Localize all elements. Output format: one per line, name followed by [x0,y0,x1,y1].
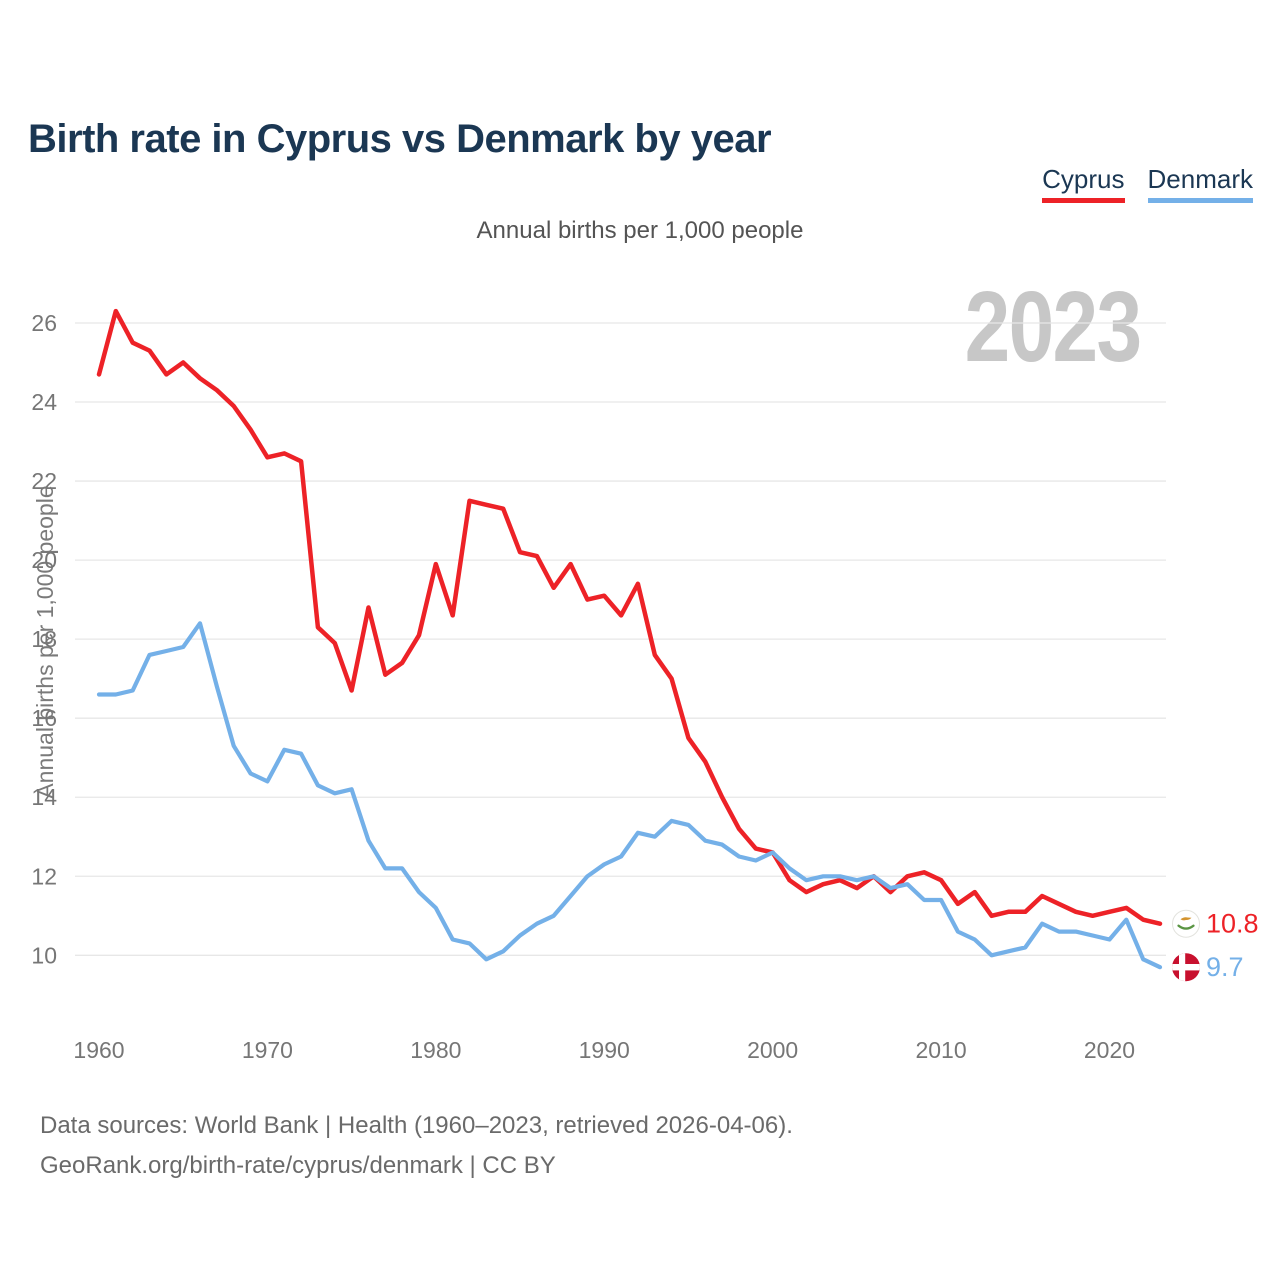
y-tick-label: 16 [31,705,57,731]
cyprus-end-value: 10.8 [1206,909,1259,939]
y-tick-label: 26 [31,310,57,336]
denmark-end-value: 9.7 [1206,952,1244,982]
legend-label-denmark: Denmark [1147,164,1253,194]
y-tick-label: 14 [31,784,57,810]
y-tick-label: 20 [31,547,57,573]
x-tick-label: 1970 [242,1037,293,1063]
x-tick-label: 1980 [410,1037,461,1063]
chart-subtitle: Annual births per 1,000 people [476,217,804,244]
x-tick-label: 2010 [915,1037,966,1063]
x-tick-label: 1990 [579,1037,630,1063]
denmark-line [96,621,1163,970]
footer-sources: Data sources: World Bank | Health (1960–… [40,1112,793,1139]
watermark-year: 2023 [964,271,1142,383]
cyprus-line [96,308,1163,926]
y-tick-label: 24 [31,389,57,415]
x-tick-label: 2020 [1084,1037,1135,1063]
legend-item-cyprus[interactable]: Cyprus [1042,164,1125,203]
cyprus-flag-icon [1172,909,1200,938]
x-tick-label: 1960 [73,1037,124,1063]
y-tick-label: 12 [31,863,57,889]
footer-attribution: GeoRank.org/birth-rate/cyprus/denmark | … [40,1152,556,1179]
denmark-flag-icon [1172,953,1200,982]
y-tick-label: 10 [31,942,57,968]
legend-label-cyprus: Cyprus [1042,164,1125,194]
page-title: Birth rate in Cyprus vs Denmark by year [28,116,772,161]
legend-item-denmark[interactable]: Denmark [1147,164,1253,203]
y-tick-label: 18 [31,626,57,652]
legend: Cyprus Denmark [1042,164,1253,203]
y-tick-label: 22 [31,468,57,494]
chart-footer: Data sources: World Bank | Health (1960–… [40,1106,793,1186]
x-tick-label: 2000 [747,1037,798,1063]
